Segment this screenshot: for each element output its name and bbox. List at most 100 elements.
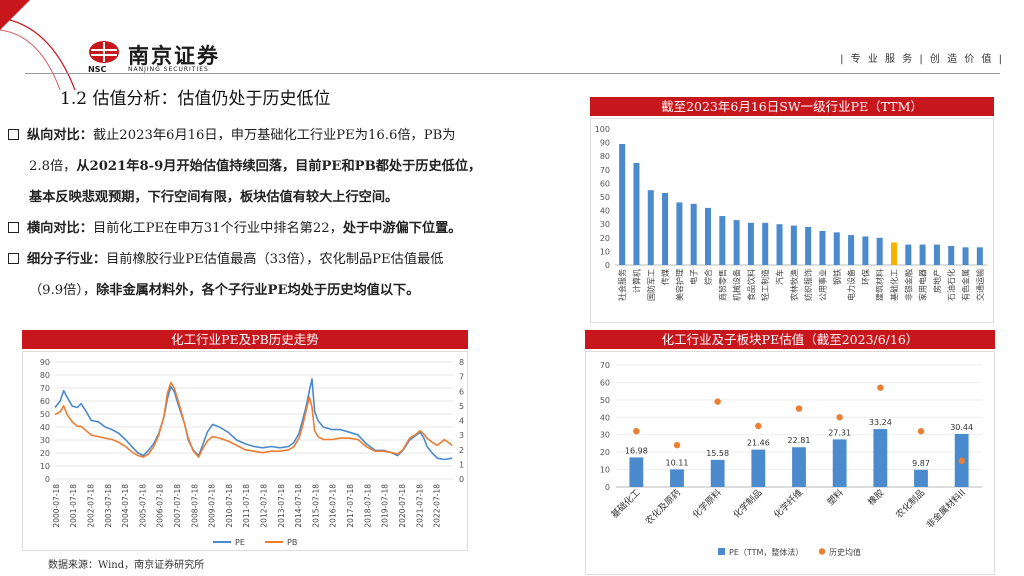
bullet-heading: 横向对比： <box>27 221 93 236</box>
bullet-text: 基本反映悲观预期，下行空间有限，板块估值有较大上行空间。 <box>29 190 399 205</box>
bar <box>629 457 644 487</box>
x-tick-label: 化学原料 <box>690 487 724 521</box>
y-left-tick-label: 50 <box>40 410 50 419</box>
x-tick-label: 农化及原药 <box>643 487 683 527</box>
mean-dot <box>755 422 762 430</box>
bar <box>733 220 740 265</box>
x-tick-label: 商贸零售 <box>717 269 727 301</box>
brand-name-short: NSC <box>88 65 107 74</box>
x-tick-label: 轻工制造 <box>760 269 770 301</box>
y-left-tick-label: 20 <box>40 449 50 458</box>
slogan: | 专 业 服 务 | 创 造 价 值 | <box>840 54 1004 65</box>
bar <box>832 439 847 487</box>
bar <box>662 192 669 265</box>
x-tick-label: 电力设备 <box>846 269 856 301</box>
y-left-tick-label: 0 <box>45 475 50 484</box>
x-tick-label: 塑料 <box>825 487 846 508</box>
y-tick-label: 60 <box>600 179 610 188</box>
brand-name-en: NANJING SECURITIES <box>128 66 209 73</box>
bullet-line: 基本反映悲观预期，下行空间有限，板块估值有较大上行空间。 <box>8 182 588 213</box>
y-left-tick-label: 60 <box>40 397 50 406</box>
legend-label: 历史均值 <box>829 547 861 557</box>
x-tick-label: 交通运输 <box>975 269 985 301</box>
y-tick-label: 50 <box>600 396 610 405</box>
x-tick-label: 2007-07-18 <box>173 484 182 528</box>
bullet-line: 2.8倍，从2021年8-9月开始估值持续回落，目前PE和PB都处于历史低位， <box>8 151 588 182</box>
y-right-tick-label: 7 <box>459 373 464 382</box>
y-left-tick-label: 10 <box>40 462 50 471</box>
y-tick-label: 100 <box>595 125 610 134</box>
x-tick-label: 2017-07-18 <box>346 484 355 528</box>
x-tick-label: 2009-07-18 <box>208 484 217 528</box>
y-right-tick-label: 2 <box>459 446 464 455</box>
x-tick-label: 家用电器 <box>918 269 928 301</box>
bar <box>933 244 940 265</box>
data-label: 15.58 <box>706 449 729 458</box>
y-right-tick-label: 5 <box>459 402 464 411</box>
data-label: 10.11 <box>666 458 689 467</box>
data-label: 27.31 <box>828 428 851 437</box>
y-right-tick-label: 8 <box>459 358 464 367</box>
x-tick-label: 钢铁 <box>832 269 842 285</box>
nsc-logo-icon <box>89 41 119 63</box>
legend-label: PE <box>235 538 245 547</box>
x-tick-label: 2005-07-18 <box>138 484 147 528</box>
y-tick-label: 10 <box>600 466 610 475</box>
bullet-text: 从2021年8-9月开始估值持续回落，目前PE和PB都处于历史低位， <box>76 159 482 174</box>
y-left-tick-label: 70 <box>40 384 50 393</box>
bar <box>676 202 683 265</box>
y-tick-label: 0 <box>605 483 610 492</box>
bar <box>719 216 726 265</box>
y-tick-label: 30 <box>600 220 610 229</box>
y-tick-label: 70 <box>600 166 610 175</box>
checkbox-bullet-icon <box>8 129 19 140</box>
bar <box>633 163 640 265</box>
y-tick-label: 50 <box>600 193 610 202</box>
bullet-line: 纵向对比：截止2023年6月16日，申万基础化工行业PE为16.6倍，PB为 <box>8 120 588 151</box>
bullet-text: （9.9倍）， <box>29 283 97 298</box>
legend-label: PB <box>287 538 297 547</box>
bullet-heading: 纵向对比： <box>27 128 93 143</box>
industry-pe-chart: 0102030405060708090100社会服务 计算机 国防军工 传媒 美容护理电… <box>590 118 994 323</box>
x-tick-label: 房地产 <box>932 269 942 293</box>
series-line-pb <box>54 381 453 458</box>
mean-dot <box>673 441 681 449</box>
brand-logo: 南京证券 NSC NANJING SECURITIES <box>88 40 228 76</box>
y-tick-label: 90 <box>600 139 610 148</box>
x-tick-label: 2014-07-18 <box>294 484 303 528</box>
bullet-text: 目前橡胶行业PE估值最高（33倍），农化制品PE估值最低 <box>106 252 444 267</box>
bullet-line: （9.9倍），除非金属材料外，各个子行业PE均处于历史均值以下。 <box>8 275 588 306</box>
bullet-line: 横向对比：目前化工PE在申万31个行业中排名第22，处于中游偏下位置。 <box>8 213 588 244</box>
bar <box>862 236 869 265</box>
x-tick-label: 2013-07-18 <box>277 484 286 528</box>
x-tick-label: 食品饮料 <box>746 269 756 301</box>
mean-dot <box>877 384 884 391</box>
x-tick-label: 2022-07-18 <box>433 484 442 528</box>
x-tick-label: 橡胶 <box>865 487 886 508</box>
x-tick-label: 2002-07-18 <box>86 484 95 528</box>
x-tick-label: 2021-07-18 <box>415 484 424 528</box>
x-tick-label: 2011-07-18 <box>242 484 251 528</box>
x-tick-label: 公用事业 <box>817 269 827 301</box>
x-tick-label: 化学制品 <box>731 487 765 521</box>
x-tick-label: 计算机 <box>631 269 641 293</box>
series-line-pe <box>54 378 453 461</box>
x-tick-label: 美容护理 <box>674 269 684 301</box>
x-tick-label: 非金属材料II <box>924 487 968 531</box>
section-title: 1.2 估值分析：估值仍处于历史低位 <box>60 89 331 109</box>
bar <box>976 247 983 265</box>
bullet-text: 目前化工PE在申万31个行业中排名第22， <box>92 221 343 236</box>
x-tick-label: 石油石化 <box>946 269 956 301</box>
bullet-text: 截止2023年6月16日，申万基础化工行业PE为16.6倍，PB为 <box>92 128 456 143</box>
x-tick-label: 2001-07-18 <box>69 484 78 528</box>
bar <box>751 449 766 487</box>
header-divider <box>25 73 1000 74</box>
bar <box>962 247 969 265</box>
bar <box>919 244 926 265</box>
pe-pb-history-chart: 0 10 20 30 40 50 60 70 80 90 0 1 2 3 4 5 6 7 8 2000-07-18 20… <box>22 351 468 551</box>
bar <box>747 222 754 265</box>
bar <box>914 469 928 487</box>
bar <box>905 244 912 265</box>
y-tick-label: 20 <box>600 448 610 457</box>
y-right-tick-label: 3 <box>459 431 464 440</box>
